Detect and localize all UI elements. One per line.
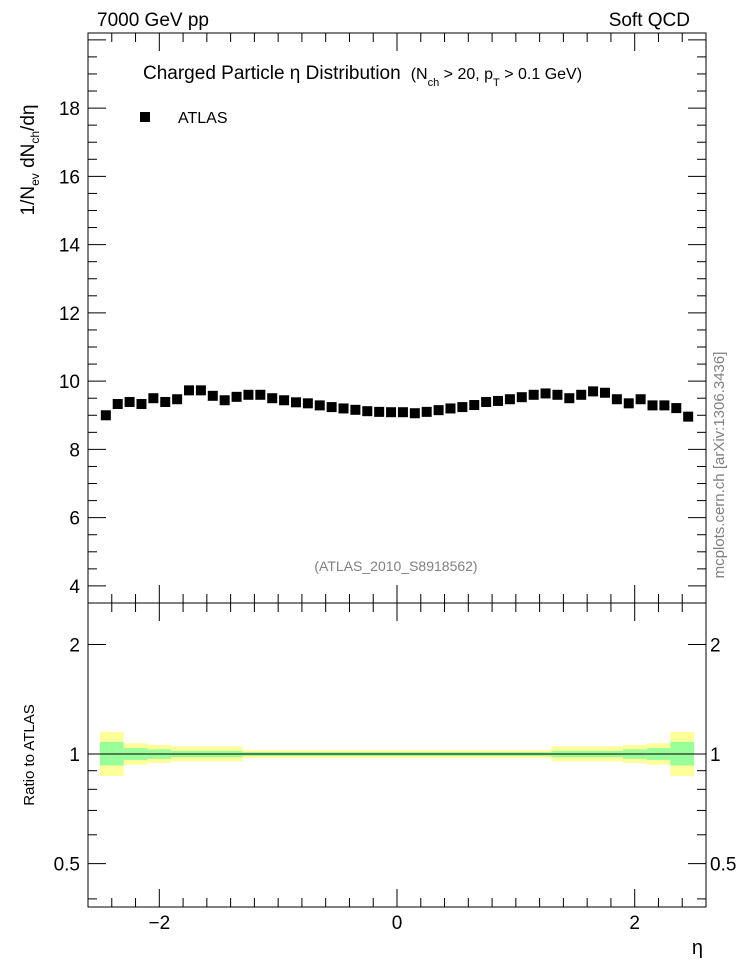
data-point [314,400,325,411]
ylabel-part2: dN [18,144,39,174]
data-point [445,403,456,414]
data-point [409,408,420,419]
ratio-tick-labels: 0.5 0.5 1 1 2 2 −2 0 2 [54,635,737,934]
x-tick-label: 0 [392,913,403,934]
data-point [326,402,337,413]
header-energy-label: 7000 GeV pp [97,10,209,31]
data-point [611,394,622,405]
x-axis-label: η [692,937,703,959]
main-y-tick-label: 8 [69,440,80,461]
data-point [504,394,515,405]
data-point [112,399,123,410]
data-point [338,403,349,414]
data-point [397,407,408,418]
ratio-y-tick-label-right: 2 [710,635,721,656]
data-point [350,404,361,415]
main-y-tick-label: 6 [69,509,80,530]
ylabel-part1: 1/N [18,186,39,216]
data-point [290,397,301,408]
x-tick-label: −2 [148,913,170,934]
ylabel-sub-ch: ch [28,131,42,144]
data-point [184,385,195,396]
data-point [623,398,634,409]
data-point [267,393,278,404]
ratio-axis-ticks [87,603,707,907]
data-point [231,391,242,402]
data-point [635,394,646,405]
data-point [671,403,682,414]
data-point [374,406,385,417]
ylabel-sub-ev: ev [28,173,42,186]
ylabel-part3: /dη [18,105,39,131]
data-point [255,389,266,400]
data-point [599,387,610,398]
source-side-label: mcplots.cern.ch [arXiv:1306.3436] [711,352,728,579]
ratio-y-tick-label-left: 0.5 [54,855,80,876]
legend-label-atlas: ATLAS [178,110,228,127]
ratio-plot-panel: 0.5 0.5 1 1 2 2 −2 0 2 Ratio to ATLAS η [21,602,737,959]
main-y-tick-labels: 4 6 8 10 12 14 16 18 [59,99,81,598]
data-point [148,393,159,404]
data-point [124,396,135,407]
legend-marker-atlas [140,112,150,122]
ratio-y-tick-label-left: 2 [69,635,80,656]
analysis-id-label: (ATLAS_2010_S8918562) [314,558,477,574]
x-tick-label: 2 [629,913,640,934]
main-y-tick-label: 10 [59,372,80,393]
data-point [172,394,183,405]
data-points [100,385,694,422]
main-axis-ticks [87,33,707,604]
main-y-tick-label: 16 [59,167,80,188]
data-point [421,406,432,417]
ratio-y-tick-label-left: 1 [69,745,80,766]
plot-title-sub-t: T [493,77,500,89]
data-point [195,385,206,396]
ratio-y-axis-label: Ratio to ATLAS [21,704,38,805]
data-point [647,400,658,411]
data-point [576,389,587,400]
data-point [552,389,563,400]
plot-title-cond-mid: > 20, p [439,66,493,83]
main-y-axis-label: 1/Nev dNch/dη [18,105,42,216]
main-plot-panel: 4 6 8 10 12 14 16 18 Charged Particle η Distrib… [18,32,707,604]
ratio-y-tick-label-right: 0.5 [710,855,736,876]
main-y-tick-label: 4 [69,577,80,598]
main-y-tick-label: 14 [59,236,81,257]
plot-title-cond-close: > 0.1 GeV) [500,66,582,83]
data-point [588,386,599,397]
main-y-tick-label: 18 [59,99,80,120]
data-point [481,396,492,407]
main-y-tick-label: 12 [59,304,80,325]
data-point [160,396,171,407]
data-point [433,405,444,416]
data-point [219,395,230,406]
data-point [457,402,468,413]
data-point [207,390,218,401]
data-point [683,411,694,422]
data-point [362,406,373,417]
ratio-y-tick-label-right: 1 [710,745,721,766]
data-point [243,389,254,400]
plot-title-sub-ch: ch [428,77,440,89]
data-point [279,395,290,406]
plot-title: Charged Particle η Distribution (Nch > 20… [143,63,582,89]
data-point [516,392,527,403]
data-point [659,400,670,411]
data-point [493,395,504,406]
data-point [302,398,313,409]
plot-title-main: Charged Particle η Distribution [143,63,401,84]
data-point [564,393,575,404]
data-point [136,399,147,410]
header-category-label: Soft QCD [609,10,690,31]
data-point [386,407,397,418]
data-point [100,410,111,421]
data-point [469,400,480,411]
data-point [540,388,551,399]
data-point [528,389,539,400]
plot-title-cond-open: (N [411,66,428,83]
